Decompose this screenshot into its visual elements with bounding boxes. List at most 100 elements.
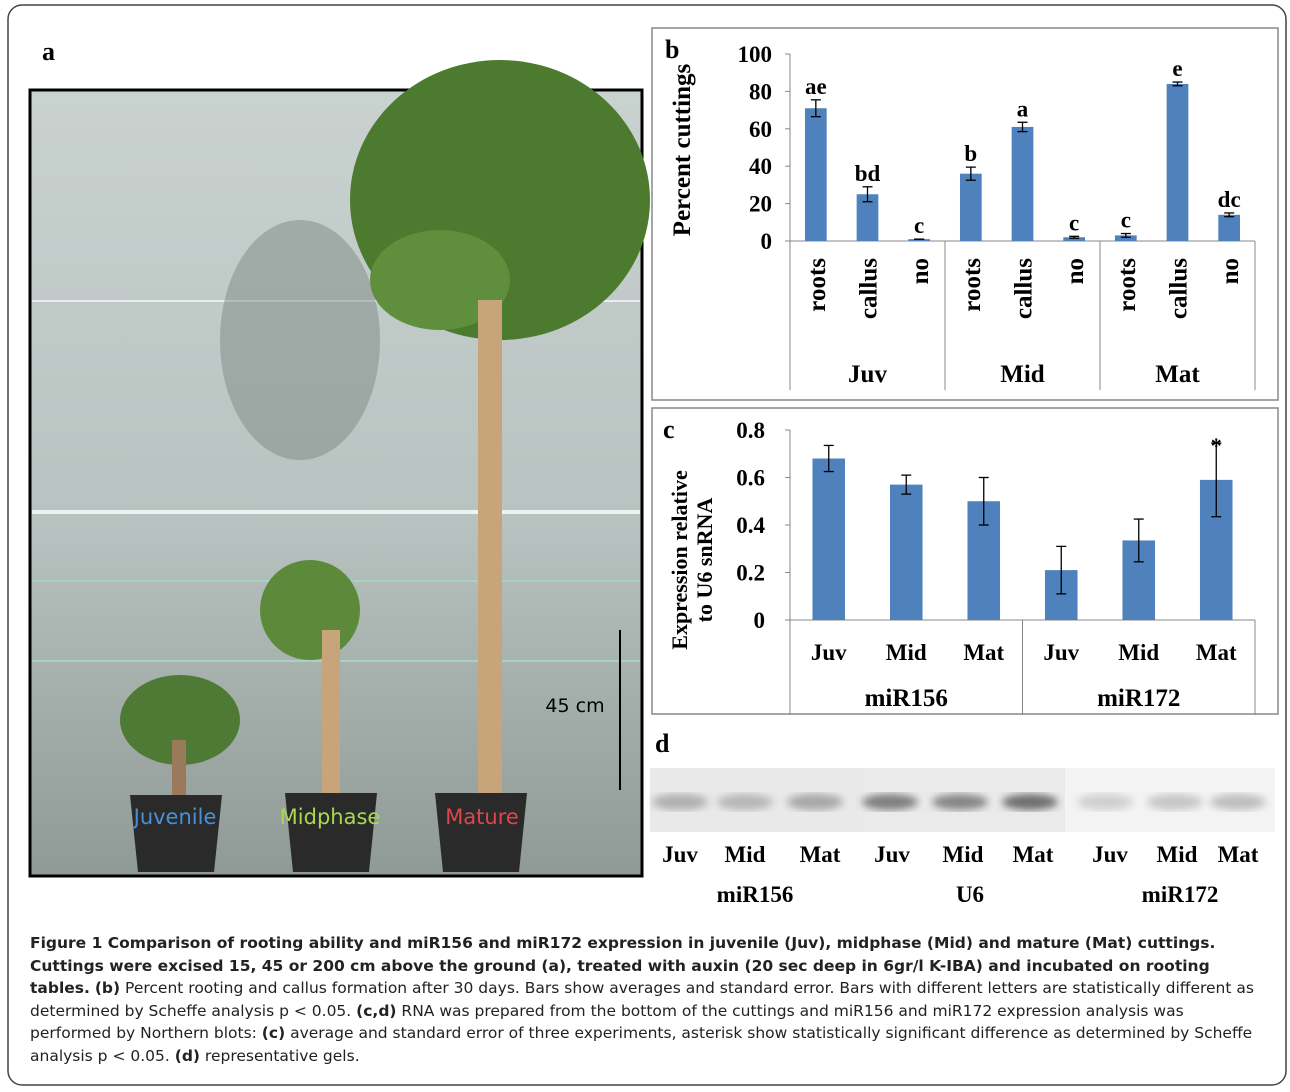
error-bar [1211,442,1222,518]
scale-bar-label: 45 cm [545,695,604,717]
y-tick-label: 0.8 [736,418,765,443]
photo-label: Juvenile [132,805,217,829]
gel-band [1077,794,1133,810]
panel-box [651,27,1279,401]
y-tick-label: 40 [749,154,772,179]
caption-run: (d) [174,1046,200,1065]
significance-letter: c [1069,210,1079,235]
figure-border [7,4,1287,1086]
panel-box [651,407,1279,715]
gel-lane-label: Mid [943,842,984,867]
bar [804,108,827,241]
gel-band [787,794,843,810]
error-bar [901,474,912,495]
y-tick-label: 0.6 [736,466,765,491]
significance-marker: * [1211,433,1222,458]
caption-run: representative gels. [200,1046,360,1065]
bar [1063,237,1086,241]
significance-letter: b [964,141,977,166]
photo-label: Midphase [280,805,381,829]
gel-band [862,794,918,810]
caption-run: (b) [94,979,121,997]
x-tick-label: roots [1114,258,1141,312]
x-tick-label: no [1062,258,1089,284]
group-label: miR172 [1097,685,1180,712]
bar [959,173,982,241]
gel-lane-label: Juv [1092,842,1128,867]
gel-lane-label: Mat [1218,842,1259,867]
significance-letter: ae [805,74,827,99]
group-label: Mid [1000,361,1045,388]
error-bar [1120,232,1131,238]
gel-group-label: miR156 [717,882,794,907]
significance-letter: bd [855,161,881,186]
gel-lane-label: Juv [874,842,910,867]
x-tick-label: roots [959,258,986,312]
x-tick-label: Juv [811,640,847,665]
panel-label: d [655,729,670,758]
panel-label: c [663,415,675,444]
significance-letter: e [1172,56,1182,81]
bar [1114,235,1137,241]
caption: Figure 1 Comparison of rooting ability a… [30,932,1262,1067]
bar [908,239,931,241]
gel-group-label: miR172 [1142,882,1219,907]
gel-band [1210,794,1266,810]
photo-label: Mature [445,805,519,829]
y-axis-label: Expression relative [667,470,692,650]
significance-letter: a [1017,96,1029,121]
y-tick-label: 60 [749,117,772,142]
group-label: Juv [848,361,887,388]
x-tick-label: callus [1011,258,1038,319]
error-bar [1224,212,1235,218]
y-axis-label: to U6 snRNA [692,498,717,623]
x-tick-label: Mat [963,640,1004,665]
x-tick-label: Juv [1043,640,1079,665]
gel-lane-label: Mat [1013,842,1054,867]
bar [1166,83,1189,241]
y-tick-label: 0.2 [736,561,765,586]
x-tick-label: callus [856,258,883,319]
error-bar [1133,518,1144,563]
x-tick-label: Mat [1196,640,1237,665]
error-bar [810,99,821,118]
photo [28,60,650,878]
gel-band [1002,794,1058,810]
gel-lane-label: Juv [662,842,698,867]
error-bar [1172,81,1183,87]
gel-lane-label: Mid [725,842,766,867]
y-tick-label: 0 [754,608,766,633]
y-tick-label: 0.4 [736,513,765,538]
x-tick-label: Mid [1118,640,1159,665]
group-label: Mat [1155,361,1200,388]
gel-group-label: U6 [956,882,984,907]
error-bar [965,166,976,181]
gel-band [652,794,708,810]
x-tick-label: roots [804,258,831,312]
error-bar [1056,545,1067,595]
y-tick-label: 100 [738,42,773,67]
group-label: miR156 [865,685,948,712]
caption-run: average and standard error of three expe… [30,1024,1253,1065]
error-bar [1069,235,1080,239]
x-tick-label: Mid [886,640,927,665]
gel-lane-label: Mid [1157,842,1198,867]
caption-run: (c,d) [356,1001,397,1020]
significance-letter: c [1121,208,1131,233]
error-bar [978,476,989,526]
error-bar [823,444,834,473]
gel-band [1147,794,1203,810]
gel-band [932,794,988,810]
caption-run: Figure 1 Comparison of rooting ability a… [30,934,1216,997]
x-tick-label: no [907,258,934,284]
bar [889,484,923,620]
bar [1011,126,1034,241]
y-tick-label: 80 [749,79,772,104]
gel-image [650,768,1275,832]
gel-band [717,794,773,810]
y-tick-label: 20 [749,192,772,217]
bar [1218,214,1241,241]
caption-run: (c) [261,1024,286,1042]
bar [812,458,846,620]
